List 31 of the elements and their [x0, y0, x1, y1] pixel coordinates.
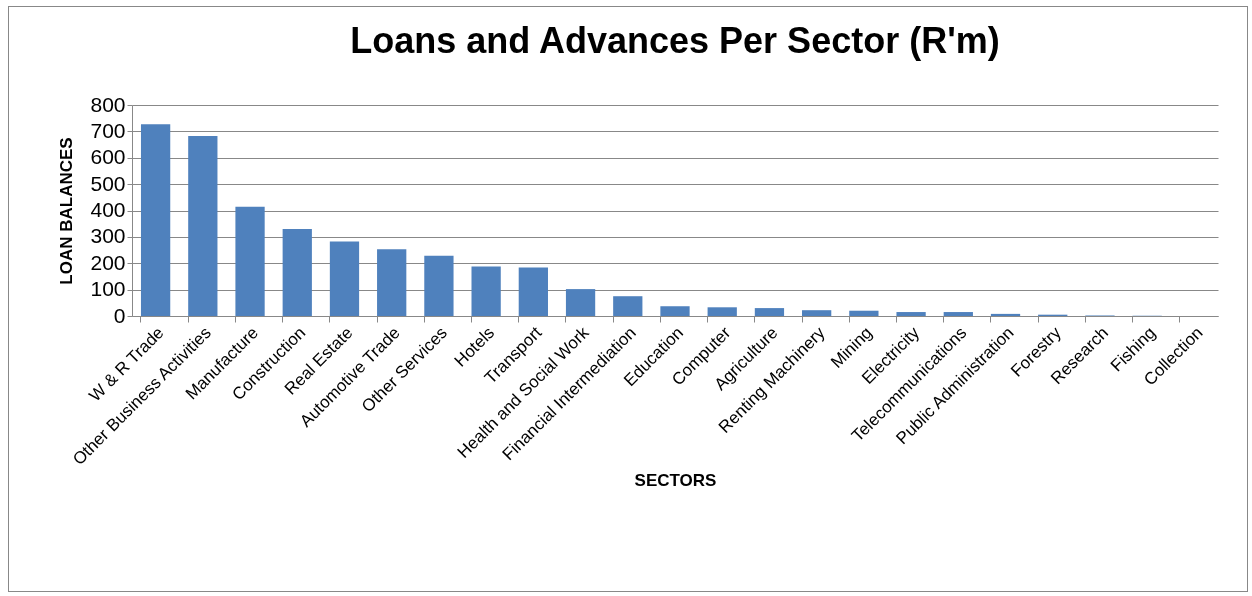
bar	[518, 267, 548, 316]
bar	[471, 266, 501, 316]
bar	[424, 255, 454, 316]
y-axis-title: LOAN BALANCES	[57, 137, 77, 285]
y-tick-label: 600	[90, 145, 126, 169]
bar	[990, 313, 1021, 316]
bar	[660, 306, 690, 316]
y-tick-label: 800	[90, 92, 126, 116]
bar	[896, 312, 926, 316]
bar	[188, 136, 218, 316]
bar	[282, 228, 312, 316]
bar	[754, 308, 785, 316]
chart-title: Loans and Advances Per Sector (R'm)	[350, 20, 1000, 61]
y-tick-label: 400	[90, 198, 126, 221]
y-tick-label: 100	[90, 277, 126, 301]
bar	[707, 307, 737, 316]
bar	[943, 312, 973, 316]
y-tick-label: 0	[113, 303, 126, 327]
bar	[802, 310, 832, 316]
x-axis-title: SECTORS	[634, 470, 717, 490]
y-tick-label: 300	[90, 224, 126, 248]
bar	[565, 289, 596, 316]
bar	[329, 241, 360, 316]
bar	[613, 296, 643, 316]
y-tick-label: 200	[90, 250, 126, 274]
bar	[235, 206, 265, 316]
y-tick-label: 700	[90, 118, 126, 142]
bar	[849, 310, 879, 316]
y-tick-label: 500	[90, 171, 126, 195]
bar	[140, 124, 171, 316]
bar	[377, 249, 407, 316]
